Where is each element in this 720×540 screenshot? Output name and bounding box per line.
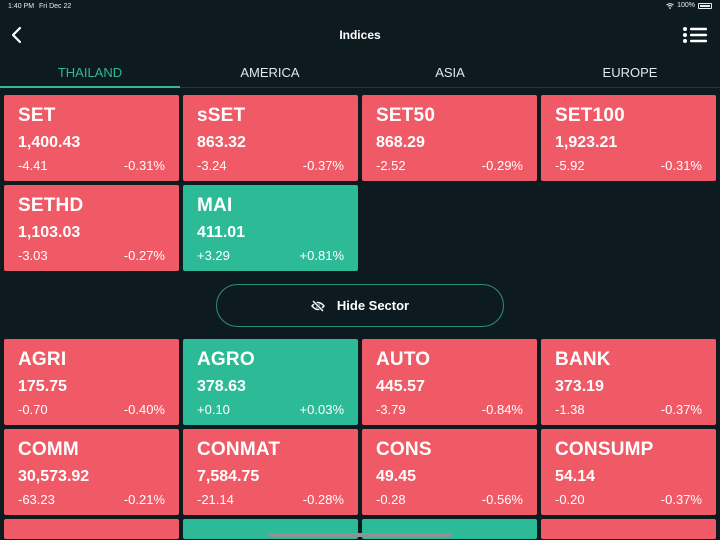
tab-america[interactable]: AMERICA: [240, 65, 300, 80]
battery-icon: [698, 2, 712, 9]
tab-thailand[interactable]: THAILAND: [0, 58, 180, 88]
region-tabs: THAILAND AMERICA ASIA EUROPE: [0, 58, 720, 88]
index-percent-change: -0.31%: [123, 158, 165, 173]
index-card-set[interactable]: SET 1,400.43 -4.41 -0.31%: [4, 95, 179, 181]
sector-percent-change: -0.37%: [660, 402, 702, 417]
index-percent-change: +0.81%: [299, 248, 344, 263]
index-name: SET100: [555, 105, 625, 126]
sector-card-agro[interactable]: AGRO 378.63 +0.10 +0.03%: [183, 339, 358, 425]
sector-change: +0.10: [197, 402, 230, 417]
index-change: -2.52: [376, 158, 406, 173]
sector-name: CONSUMP: [555, 439, 654, 460]
index-value: 863.32: [197, 134, 246, 151]
index-value: 1,923.21: [555, 134, 618, 151]
back-button[interactable]: [6, 24, 26, 46]
sector-name: AGRI: [18, 349, 67, 370]
index-grid: SET 1,400.43 -4.41 -0.31% sSET 863.32 -3…: [4, 95, 716, 271]
index-name: MAI: [197, 195, 233, 216]
sector-name: CONS: [376, 439, 432, 460]
sector-card-comm[interactable]: COMM 30,573.92 -63.23 -0.21%: [4, 429, 179, 515]
index-value: 411.01: [197, 224, 246, 241]
status-time: 1:40 PM: [8, 3, 35, 10]
index-name: SET50: [376, 105, 436, 126]
index-value: 1,400.43: [18, 134, 81, 151]
sector-name: AUTO: [376, 349, 431, 370]
tab-europe[interactable]: EUROPE: [602, 65, 658, 80]
sector-name: COMM: [18, 439, 79, 460]
index-value: 868.29: [376, 134, 425, 151]
index-card-sethd[interactable]: SETHD 1,103.03 -3.03 -0.27%: [4, 185, 179, 271]
sector-change: -0.20: [555, 492, 585, 507]
index-name: sSET: [197, 105, 246, 126]
sector-percent-change: -0.84%: [481, 402, 523, 417]
index-percent-change: -0.29%: [481, 158, 523, 173]
index-card-mai[interactable]: MAI 411.01 +3.29 +0.81%: [183, 185, 358, 271]
sector-name: AGRO: [197, 349, 255, 370]
wifi-icon: [666, 2, 674, 9]
eye-slash-icon: [310, 299, 325, 312]
tab-asia[interactable]: ASIA: [435, 65, 465, 80]
sector-card-partial[interactable]: [541, 519, 716, 539]
index-percent-change: -0.31%: [660, 158, 702, 173]
home-indicator: [268, 533, 452, 537]
sector-value: 175.75: [18, 378, 67, 395]
hide-sector-button[interactable]: Hide Sector: [216, 284, 504, 327]
index-change: -3.24: [197, 158, 227, 173]
sector-name: BANK: [555, 349, 611, 370]
sector-percent-change: -0.56%: [481, 492, 523, 507]
index-percent-change: -0.37%: [302, 158, 344, 173]
sector-percent-change: -0.21%: [123, 492, 165, 507]
sector-change: -0.70: [18, 402, 48, 417]
sector-percent-change: -0.28%: [302, 492, 344, 507]
hide-sector-label: Hide Sector: [336, 298, 410, 313]
sector-card-agri[interactable]: AGRI 175.75 -0.70 -0.40%: [4, 339, 179, 425]
sector-value: 378.63: [197, 378, 246, 395]
sector-change: -63.23: [18, 492, 55, 507]
index-percent-change: -0.27%: [123, 248, 165, 263]
index-change: +3.29: [197, 248, 230, 263]
index-change: -4.41: [18, 158, 48, 173]
sector-value: 7,584.75: [197, 468, 260, 485]
index-card-sset[interactable]: sSET 863.32 -3.24 -0.37%: [183, 95, 358, 181]
status-bar: 1:40 PM Fri Dec 22 100%: [0, 0, 720, 14]
sector-card-auto[interactable]: AUTO 445.57 -3.79 -0.84%: [362, 339, 537, 425]
sector-change: -0.28: [376, 492, 406, 507]
sector-percent-change: +0.03%: [299, 402, 344, 417]
sector-change: -3.79: [376, 402, 406, 417]
sector-card-cons[interactable]: CONS 49.45 -0.28 -0.56%: [362, 429, 537, 515]
list-icon: [683, 27, 707, 43]
sector-card-partial[interactable]: [4, 519, 179, 539]
status-indicators: 100%: [666, 2, 712, 9]
sector-grid: AGRI 175.75 -0.70 -0.40% AGRO 378.63 +0.…: [4, 339, 716, 539]
index-card-set100[interactable]: SET100 1,923.21 -5.92 -0.31%: [541, 95, 716, 181]
list-menu-button[interactable]: [682, 25, 708, 45]
status-date: Fri Dec 22: [39, 3, 72, 10]
sector-value: 30,573.92: [18, 468, 90, 485]
chevron-left-icon: [11, 26, 22, 44]
sector-name: CONMAT: [197, 439, 281, 460]
sector-value: 49.45: [376, 468, 417, 485]
sector-value: 445.57: [376, 378, 425, 395]
index-change: -5.92: [555, 158, 585, 173]
sector-card-consump[interactable]: CONSUMP 54.14 -0.20 -0.37%: [541, 429, 716, 515]
sector-percent-change: -0.37%: [660, 492, 702, 507]
sector-value: 54.14: [555, 468, 596, 485]
sector-change: -21.14: [197, 492, 234, 507]
index-value: 1,103.03: [18, 224, 81, 241]
navigation-bar: Indices: [0, 14, 720, 56]
sector-percent-change: -0.40%: [123, 402, 165, 417]
sector-change: -1.38: [555, 402, 585, 417]
battery-percent: 100%: [677, 2, 695, 9]
index-name: SET: [18, 105, 56, 126]
index-name: SETHD: [18, 195, 84, 216]
sector-card-bank[interactable]: BANK 373.19 -1.38 -0.37%: [541, 339, 716, 425]
page-title: Indices: [339, 28, 381, 42]
sector-card-conmat[interactable]: CONMAT 7,584.75 -21.14 -0.28%: [183, 429, 358, 515]
sector-value: 373.19: [555, 378, 604, 395]
index-change: -3.03: [18, 248, 48, 263]
index-card-set50[interactable]: SET50 868.29 -2.52 -0.29%: [362, 95, 537, 181]
